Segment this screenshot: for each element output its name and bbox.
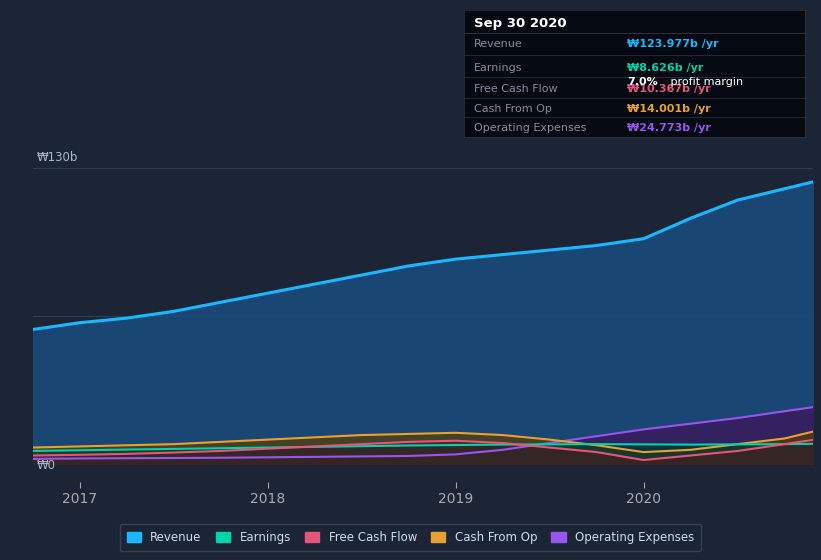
Text: Free Cash Flow: Free Cash Flow (474, 83, 557, 94)
Text: Cash From Op: Cash From Op (474, 104, 552, 114)
Text: ₩24.773b /yr: ₩24.773b /yr (627, 123, 711, 133)
Text: profit margin: profit margin (667, 77, 743, 87)
Text: ₩10.367b /yr: ₩10.367b /yr (627, 83, 711, 94)
Text: ₩8.626b /yr: ₩8.626b /yr (627, 63, 704, 73)
Text: Earnings: Earnings (474, 63, 523, 73)
Text: Operating Expenses: Operating Expenses (474, 123, 586, 133)
Text: ₩130b: ₩130b (37, 151, 78, 164)
Text: Sep 30 2020: Sep 30 2020 (474, 17, 566, 30)
Text: ₩0: ₩0 (37, 459, 56, 472)
Legend: Revenue, Earnings, Free Cash Flow, Cash From Op, Operating Expenses: Revenue, Earnings, Free Cash Flow, Cash … (120, 524, 701, 551)
Text: Revenue: Revenue (474, 39, 523, 49)
Text: 7.0%: 7.0% (627, 77, 658, 87)
Text: ₩123.977b /yr: ₩123.977b /yr (627, 39, 719, 49)
Text: ₩14.001b /yr: ₩14.001b /yr (627, 104, 711, 114)
